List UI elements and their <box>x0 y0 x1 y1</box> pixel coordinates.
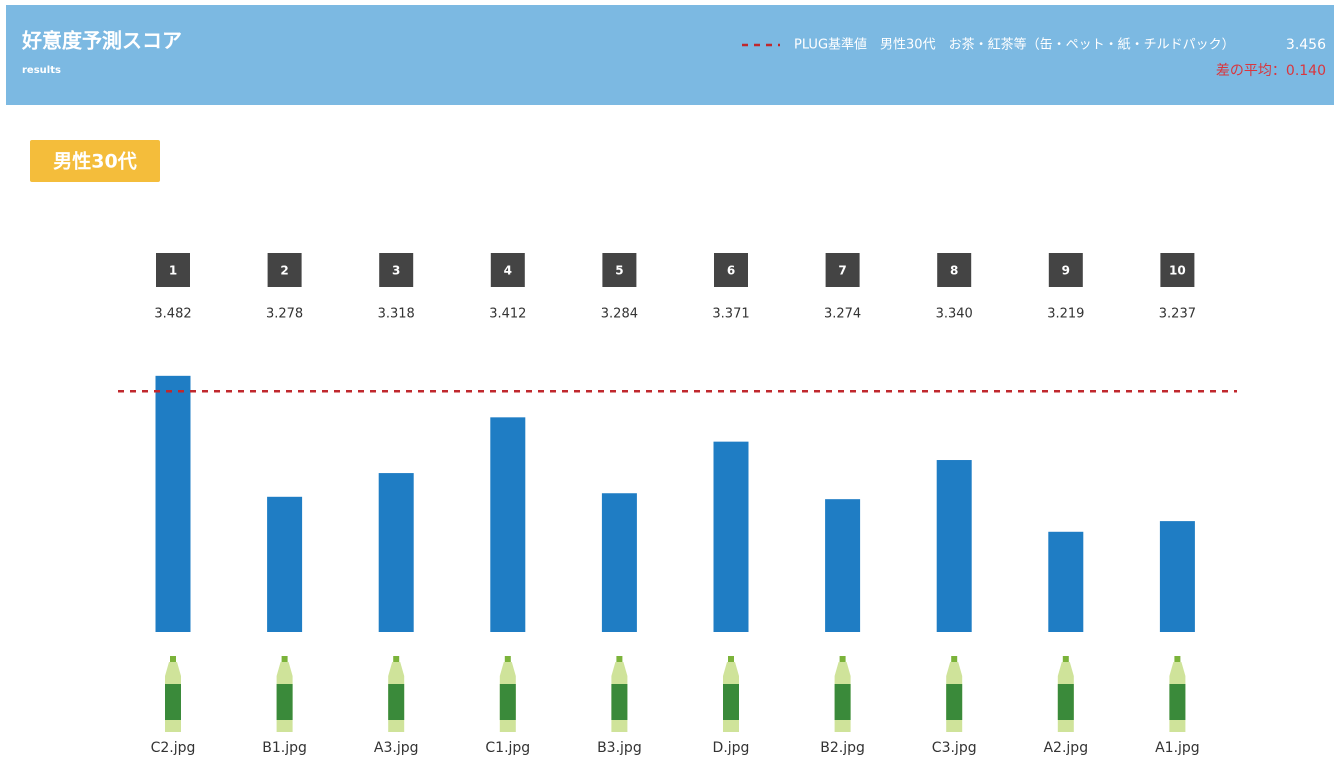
product-image-part <box>499 684 516 720</box>
product-image <box>834 656 851 732</box>
value-label: 3.219 <box>1047 307 1084 322</box>
rank-label: 4 <box>504 264 512 278</box>
value-label: 3.284 <box>601 307 638 322</box>
rank-box <box>825 253 860 287</box>
segment-label: 男性30代 <box>53 150 136 173</box>
rank-label: 3 <box>392 264 400 278</box>
x-tick-label: C2.jpg <box>151 740 196 756</box>
value-label: 3.371 <box>712 307 749 322</box>
value-label: 3.412 <box>489 307 526 322</box>
rank-box <box>714 253 748 287</box>
bar <box>378 473 414 632</box>
value-label: 3.237 <box>1159 307 1196 322</box>
bar <box>936 460 972 632</box>
bar <box>713 441 749 632</box>
rank-box <box>490 253 525 287</box>
product-image-part <box>723 684 739 720</box>
reference-label: PLUG基準値 男性30代 お茶・紅茶等（缶・ペット・紙・チルドパック） <box>794 37 1235 53</box>
reference-value: 3.456 <box>1286 37 1326 53</box>
product-image-part <box>393 656 400 662</box>
product-image <box>1169 656 1186 732</box>
product-image <box>1057 656 1074 732</box>
bar <box>601 493 637 632</box>
product-image-part <box>388 684 405 720</box>
product-image-part <box>165 684 181 720</box>
product-image <box>946 656 963 732</box>
product-image-part <box>1169 684 1186 720</box>
rank-label: 9 <box>1062 264 1070 278</box>
rank-label: 5 <box>615 264 623 278</box>
header-band <box>6 5 1334 105</box>
product-image-part <box>611 684 628 720</box>
bar <box>825 499 861 632</box>
rank-box <box>379 253 414 287</box>
value-label: 3.482 <box>154 307 191 322</box>
x-tick-label: D.jpg <box>713 740 750 756</box>
product-image-part <box>946 684 963 720</box>
bar <box>267 496 303 632</box>
product-image-part <box>616 656 623 662</box>
rank-label: 6 <box>727 264 735 278</box>
mean-diff-value: 0.140 <box>1286 63 1326 79</box>
product-image <box>165 656 181 732</box>
rank-box <box>1048 253 1083 287</box>
product-image-part <box>1062 656 1069 662</box>
rank-label: 8 <box>950 264 958 278</box>
mean-diff: 差の平均：0.140 <box>1216 63 1326 79</box>
x-tick-label: B3.jpg <box>597 740 642 756</box>
rank-box <box>937 253 972 287</box>
product-image-part <box>839 656 846 662</box>
rank-box <box>156 253 190 287</box>
product-image-part <box>170 656 176 662</box>
page-subtitle: results <box>22 65 61 76</box>
rank-box <box>1160 253 1195 287</box>
x-tick-label: A2.jpg <box>1043 740 1088 756</box>
bar <box>490 417 526 632</box>
rank-box <box>602 253 637 287</box>
product-image <box>499 656 516 732</box>
rank-label: 10 <box>1169 264 1186 278</box>
x-tick-label: B1.jpg <box>262 740 307 756</box>
bar <box>155 375 191 632</box>
value-label: 3.274 <box>824 307 861 322</box>
product-image-part <box>281 656 288 662</box>
product-image-part <box>1174 656 1181 662</box>
rank-label: 2 <box>280 264 288 278</box>
value-label: 3.278 <box>266 307 303 322</box>
rank-box <box>267 253 302 287</box>
product-image <box>723 656 739 732</box>
product-image-part <box>834 684 851 720</box>
product-image <box>388 656 405 732</box>
x-tick-label: C1.jpg <box>485 740 530 756</box>
x-tick-label: A3.jpg <box>374 740 419 756</box>
product-image <box>611 656 628 732</box>
x-tick-label: A1.jpg <box>1155 740 1200 756</box>
bar <box>1048 531 1084 632</box>
segment-badge <box>30 140 160 182</box>
x-tick-label: C3.jpg <box>932 740 977 756</box>
product-image <box>276 656 293 732</box>
x-tick-label: B2.jpg <box>820 740 865 756</box>
product-image-part <box>951 656 958 662</box>
product-image-part <box>728 656 734 662</box>
value-label: 3.318 <box>378 307 415 322</box>
value-label: 3.340 <box>936 307 973 322</box>
product-image-part <box>276 684 293 720</box>
page-title: 好意度予測スコア <box>21 29 182 53</box>
rank-label: 1 <box>169 264 177 278</box>
rank-label: 7 <box>838 264 846 278</box>
product-image-part <box>504 656 511 662</box>
product-image-part <box>1057 684 1074 720</box>
bar <box>1159 521 1195 632</box>
mean-diff-label: 差の平均： <box>1216 63 1286 79</box>
